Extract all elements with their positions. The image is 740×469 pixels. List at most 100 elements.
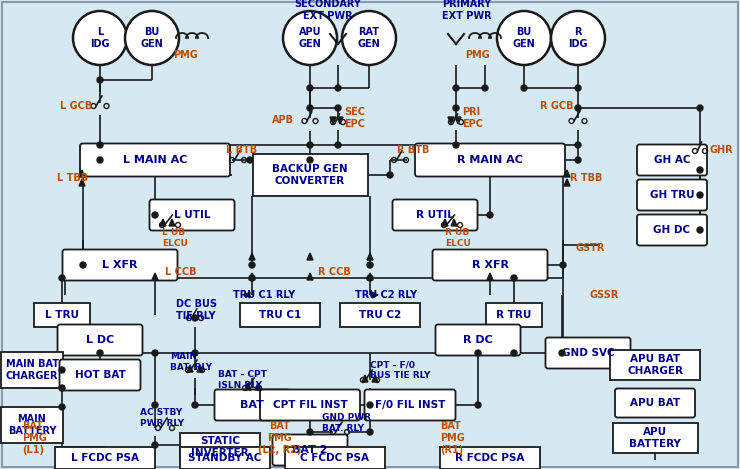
- Text: STANDBY AC: STANDBY AC: [188, 453, 262, 463]
- Circle shape: [97, 77, 103, 83]
- Circle shape: [307, 429, 313, 435]
- Text: MAIN
BAT. RLY: MAIN BAT. RLY: [170, 352, 212, 372]
- Circle shape: [73, 11, 127, 65]
- Text: PMG: PMG: [465, 50, 491, 60]
- Polygon shape: [249, 273, 255, 280]
- Text: SECONDARY
EXT PWR: SECONDARY EXT PWR: [295, 0, 361, 21]
- Text: C FCDC PSA: C FCDC PSA: [300, 453, 369, 463]
- Polygon shape: [79, 179, 85, 186]
- Bar: [285, 447, 385, 469]
- Circle shape: [152, 350, 158, 356]
- Text: L
IDG: L IDG: [90, 27, 110, 49]
- Text: PRI
EPC: PRI EPC: [462, 107, 483, 129]
- Circle shape: [249, 262, 255, 268]
- Bar: [610, 350, 700, 380]
- Circle shape: [453, 85, 459, 91]
- Text: BAT: BAT: [240, 400, 264, 410]
- FancyBboxPatch shape: [637, 180, 707, 211]
- Text: R BTB: R BTB: [397, 145, 429, 155]
- Circle shape: [559, 350, 565, 356]
- Circle shape: [497, 11, 551, 65]
- Text: L XFR: L XFR: [102, 260, 138, 270]
- Text: STATIC
INVERTER: STATIC INVERTER: [191, 436, 249, 458]
- Text: L BTB: L BTB: [226, 145, 257, 155]
- Text: L UTIL: L UTIL: [174, 210, 210, 220]
- Circle shape: [247, 157, 253, 163]
- Text: TRU C1: TRU C1: [259, 310, 301, 320]
- Text: SEC
EPC: SEC EPC: [344, 107, 365, 129]
- Circle shape: [59, 275, 65, 281]
- FancyBboxPatch shape: [637, 214, 707, 245]
- Circle shape: [125, 11, 179, 65]
- Circle shape: [59, 385, 65, 391]
- Polygon shape: [367, 253, 373, 260]
- Text: RAT
GEN: RAT GEN: [357, 27, 380, 49]
- Bar: [340, 303, 420, 327]
- Circle shape: [453, 105, 459, 111]
- Circle shape: [335, 142, 341, 148]
- Polygon shape: [307, 273, 313, 280]
- Circle shape: [97, 157, 103, 163]
- Bar: [240, 303, 320, 327]
- Text: BAT - CPT
ISLN RLY: BAT - CPT ISLN RLY: [218, 371, 267, 390]
- Circle shape: [575, 142, 581, 148]
- Circle shape: [307, 142, 313, 148]
- Circle shape: [475, 350, 481, 356]
- Text: R TRU: R TRU: [497, 310, 531, 320]
- FancyBboxPatch shape: [365, 389, 456, 421]
- Circle shape: [283, 11, 337, 65]
- Text: AC STBY
PWR RLY: AC STBY PWR RLY: [140, 408, 184, 428]
- Bar: [1, 352, 63, 388]
- Circle shape: [342, 11, 396, 65]
- Circle shape: [551, 11, 605, 65]
- Circle shape: [697, 105, 703, 111]
- Text: TRU C2 RLY: TRU C2 RLY: [355, 290, 417, 300]
- FancyBboxPatch shape: [215, 389, 289, 421]
- Circle shape: [307, 85, 313, 91]
- Polygon shape: [307, 253, 313, 260]
- Bar: [1, 407, 63, 443]
- Circle shape: [387, 172, 393, 178]
- FancyBboxPatch shape: [392, 199, 477, 230]
- Text: BACKUP GEN
CONVERTER: BACKUP GEN CONVERTER: [272, 164, 348, 186]
- Polygon shape: [169, 219, 175, 226]
- Circle shape: [249, 275, 255, 281]
- Text: F/0 FIL INST: F/0 FIL INST: [375, 400, 445, 410]
- Polygon shape: [337, 117, 343, 124]
- Text: R UTIL: R UTIL: [416, 210, 454, 220]
- Circle shape: [307, 105, 313, 111]
- Polygon shape: [564, 170, 570, 177]
- Text: BAT 2: BAT 2: [292, 445, 328, 455]
- Circle shape: [335, 105, 341, 111]
- Text: GH DC: GH DC: [653, 225, 690, 235]
- Circle shape: [475, 402, 481, 408]
- FancyBboxPatch shape: [58, 325, 143, 356]
- Circle shape: [59, 367, 65, 373]
- Text: BU
GEN: BU GEN: [513, 27, 535, 49]
- Text: BU
GEN: BU GEN: [141, 27, 164, 49]
- Polygon shape: [564, 179, 570, 186]
- FancyBboxPatch shape: [260, 389, 360, 421]
- Circle shape: [521, 85, 527, 91]
- Text: APU BAT
CHARGER: APU BAT CHARGER: [627, 354, 683, 376]
- Text: APU
GEN: APU GEN: [299, 27, 321, 49]
- Polygon shape: [448, 117, 454, 124]
- Circle shape: [192, 315, 198, 321]
- Text: R UB
ELCU: R UB ELCU: [445, 228, 471, 248]
- Bar: [252, 154, 368, 196]
- Circle shape: [482, 85, 488, 91]
- Text: L GCB: L GCB: [60, 101, 92, 111]
- Text: CPT - F/0
BUS TIE RLY: CPT - F/0 BUS TIE RLY: [370, 360, 431, 380]
- Text: L FCDC PSA: L FCDC PSA: [71, 453, 139, 463]
- Text: APU BAT: APU BAT: [630, 398, 680, 408]
- Text: HOT BAT: HOT BAT: [75, 370, 126, 380]
- Text: GHR: GHR: [709, 145, 733, 155]
- Circle shape: [511, 350, 517, 356]
- FancyBboxPatch shape: [149, 199, 235, 230]
- Circle shape: [453, 142, 459, 148]
- Polygon shape: [451, 219, 457, 226]
- FancyBboxPatch shape: [545, 338, 630, 369]
- Bar: [613, 423, 698, 453]
- Text: APB: APB: [272, 115, 294, 125]
- FancyBboxPatch shape: [80, 144, 230, 176]
